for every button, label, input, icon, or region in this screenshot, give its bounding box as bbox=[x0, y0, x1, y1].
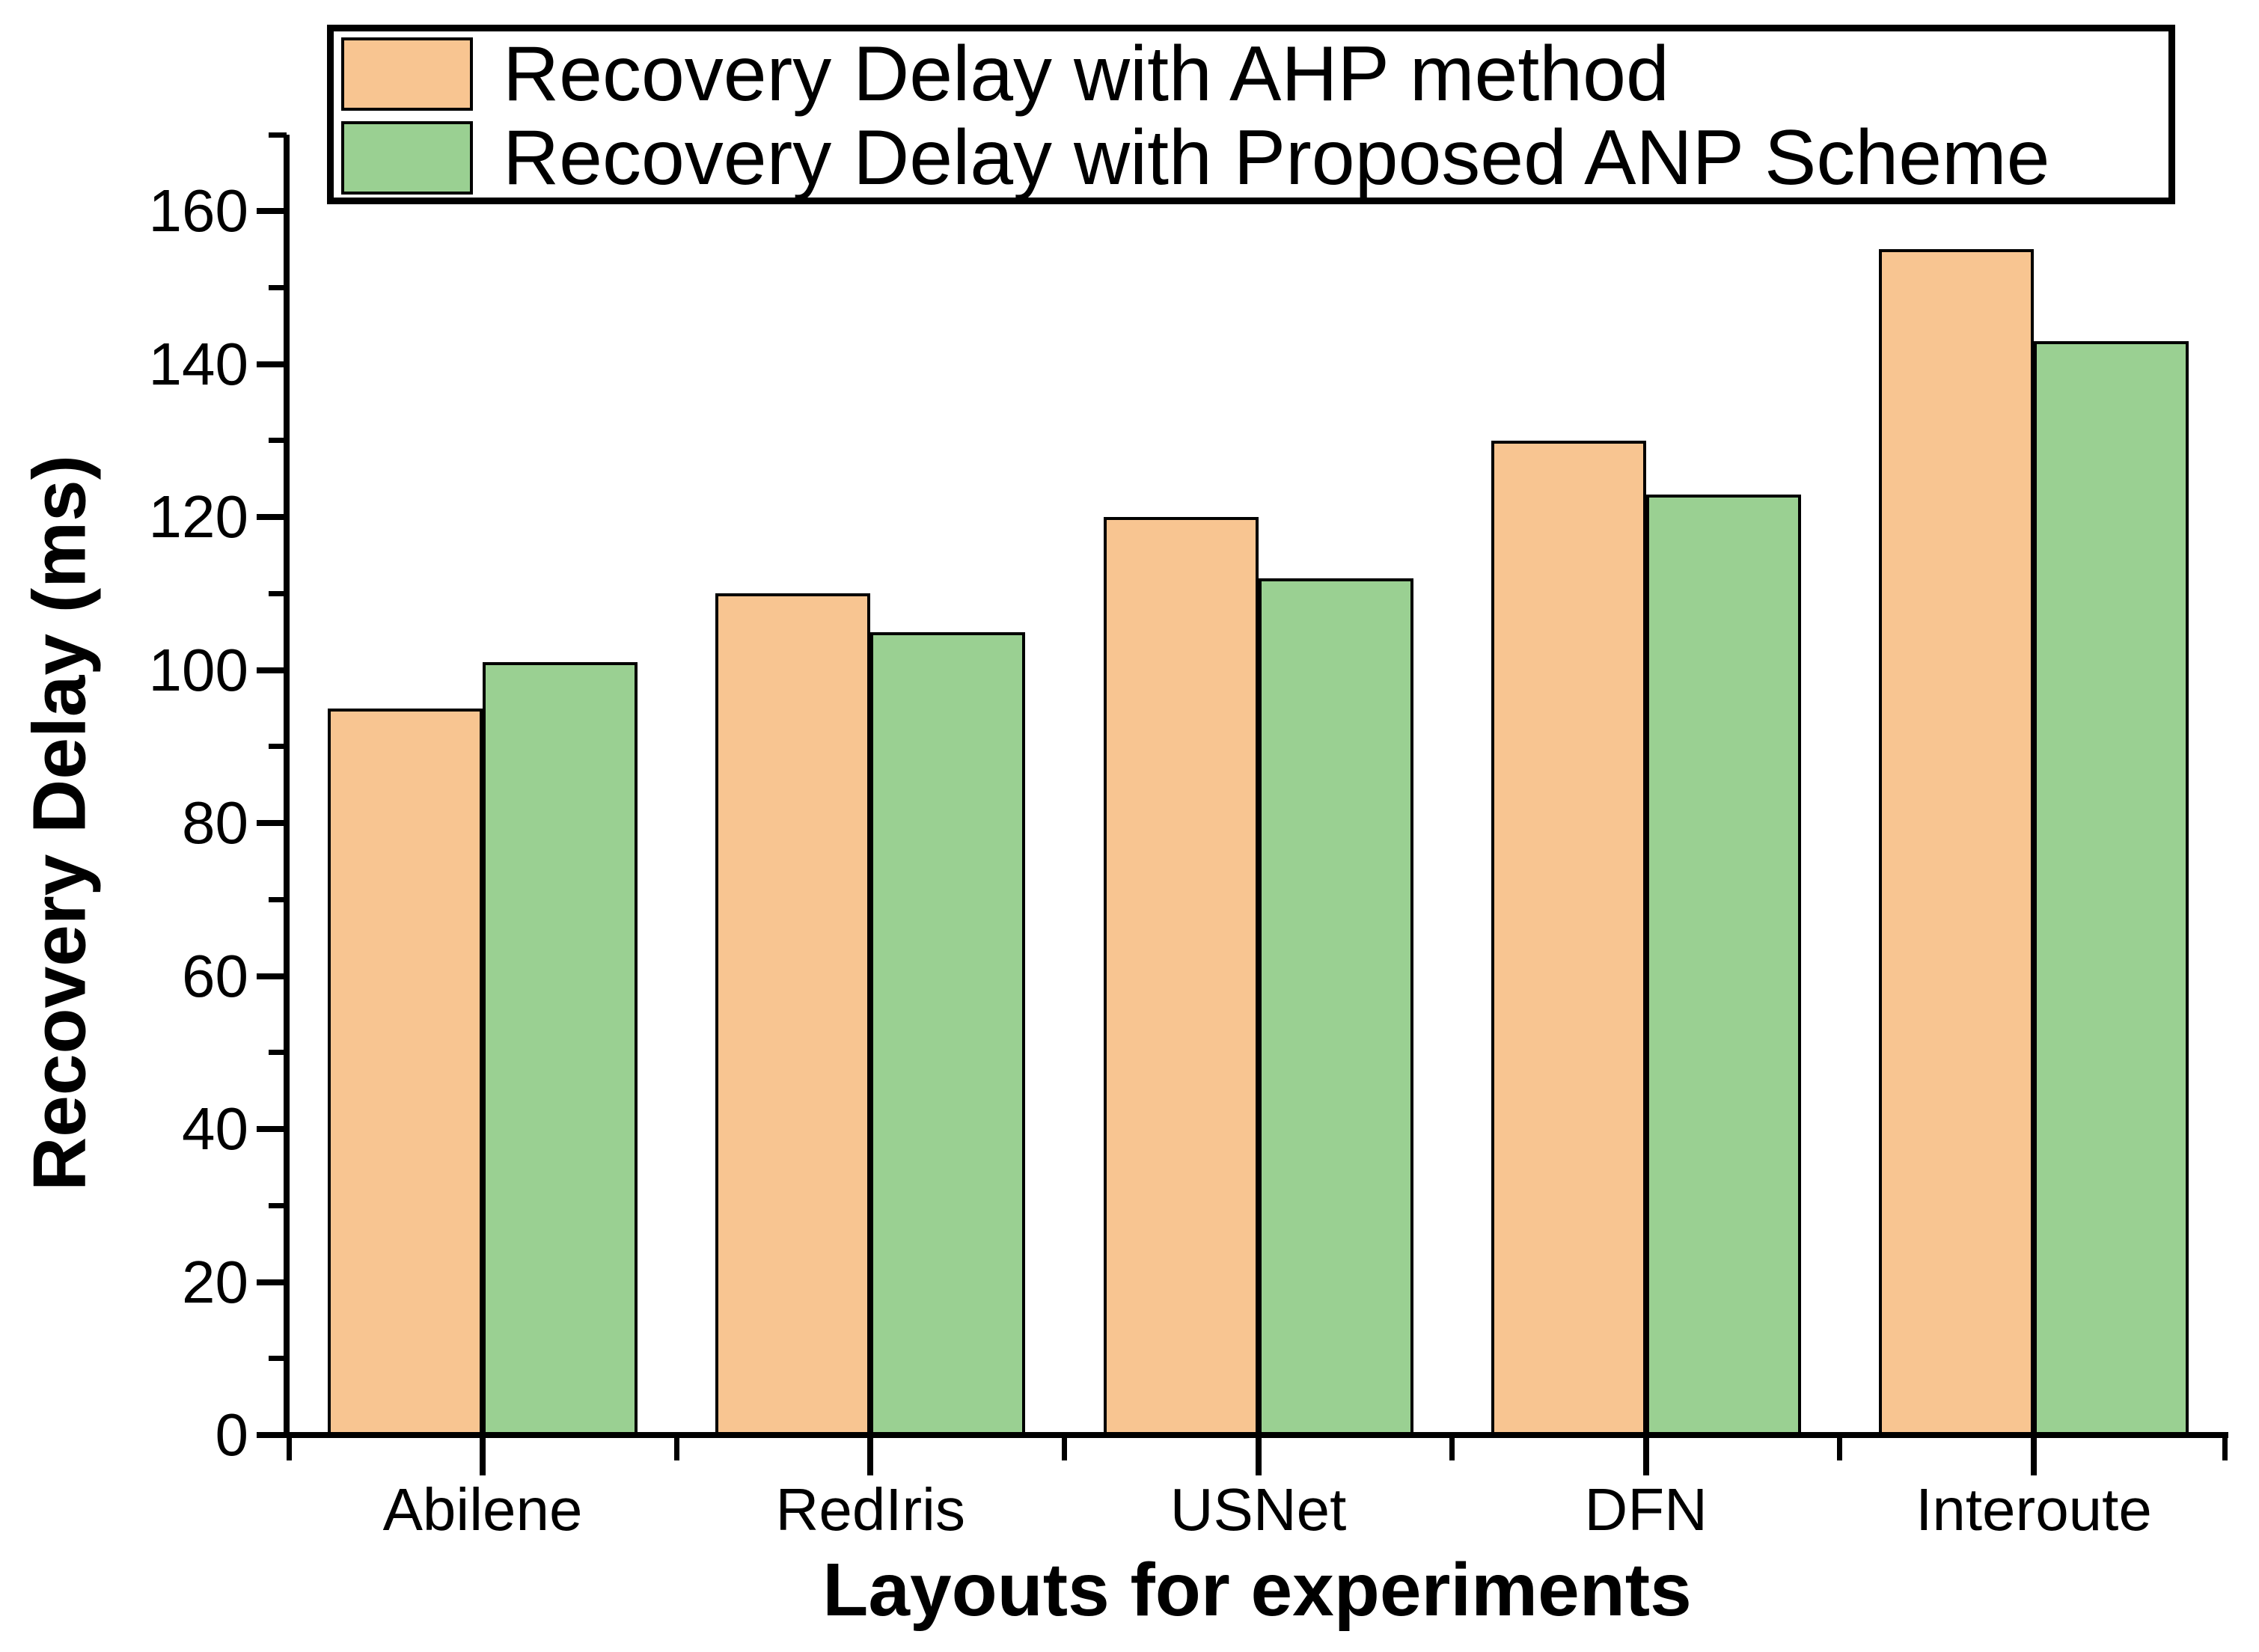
bar-anp-usnet bbox=[1258, 578, 1413, 1438]
x-minor-tick bbox=[1061, 1438, 1067, 1460]
y-tick-label: 60 bbox=[182, 942, 248, 1009]
y-minor-tick bbox=[269, 438, 287, 444]
x-major-tick bbox=[2031, 1438, 2037, 1475]
y-minor-tick bbox=[269, 284, 287, 290]
x-major-tick bbox=[1255, 1438, 1262, 1475]
y-tick-label: 140 bbox=[148, 330, 248, 397]
x-major-tick bbox=[480, 1438, 486, 1475]
x-axis-title: Layouts for experiments bbox=[822, 1548, 1692, 1632]
y-tick-label: 160 bbox=[148, 177, 248, 245]
x-tick-label: Interoute bbox=[1916, 1476, 2152, 1543]
x-tick-label: USNet bbox=[1170, 1476, 1347, 1543]
y-minor-tick bbox=[269, 896, 287, 902]
y-major-tick bbox=[257, 208, 287, 215]
x-major-tick bbox=[867, 1438, 874, 1475]
y-minor-tick bbox=[269, 744, 287, 750]
legend-swatch-anp bbox=[341, 121, 473, 195]
legend-label-anp: Recovery Delay with Proposed ANP Scheme bbox=[503, 114, 2050, 201]
y-tick-label: 100 bbox=[148, 636, 248, 703]
y-minor-tick bbox=[269, 1050, 287, 1056]
x-tick-label: Abilene bbox=[382, 1476, 583, 1543]
x-tick-label: DFN bbox=[1584, 1476, 1708, 1543]
bar-anp-abilene bbox=[483, 662, 638, 1438]
legend-box: Recovery Delay with AHP method Recovery … bbox=[327, 25, 2175, 204]
legend-row-ahp: Recovery Delay with AHP method bbox=[341, 35, 1669, 113]
y-major-tick bbox=[257, 361, 287, 367]
bar-ahp-abilene bbox=[328, 708, 483, 1438]
y-major-tick bbox=[257, 1126, 287, 1133]
bar-anp-rediris bbox=[870, 631, 1026, 1438]
y-major-tick bbox=[257, 973, 287, 979]
y-tick-label: 0 bbox=[215, 1401, 249, 1468]
y-axis-line bbox=[284, 135, 290, 1438]
y-major-tick bbox=[257, 514, 287, 521]
legend-row-anp: Recovery Delay with Proposed ANP Scheme bbox=[341, 119, 2050, 197]
legend-label-ahp: Recovery Delay with AHP method bbox=[503, 31, 1669, 117]
y-major-tick bbox=[257, 1279, 287, 1285]
bar-anp-interoute bbox=[2034, 341, 2189, 1438]
bar-ahp-interoute bbox=[1879, 249, 2034, 1438]
x-major-tick bbox=[1642, 1438, 1649, 1475]
y-minor-tick bbox=[269, 1356, 287, 1362]
y-major-tick bbox=[257, 820, 287, 827]
y-minor-tick bbox=[269, 1202, 287, 1208]
legend-swatch-ahp bbox=[341, 37, 473, 111]
x-minor-tick bbox=[286, 1438, 292, 1460]
x-minor-tick bbox=[1449, 1438, 1455, 1460]
y-tick-label: 80 bbox=[182, 789, 248, 857]
y-minor-tick bbox=[269, 132, 287, 138]
y-tick-label: 40 bbox=[182, 1095, 248, 1163]
bar-ahp-dfn bbox=[1491, 440, 1646, 1438]
bar-ahp-rediris bbox=[715, 593, 871, 1438]
bar-anp-dfn bbox=[1645, 494, 1801, 1438]
x-axis-line bbox=[284, 1432, 2228, 1438]
y-major-tick bbox=[257, 1432, 287, 1438]
x-minor-tick bbox=[2222, 1438, 2228, 1460]
x-minor-tick bbox=[1837, 1438, 1843, 1460]
y-minor-tick bbox=[269, 590, 287, 596]
bar-ahp-usnet bbox=[1103, 517, 1259, 1438]
x-tick-label: RedIris bbox=[775, 1476, 965, 1543]
y-tick-label: 20 bbox=[182, 1248, 248, 1315]
x-minor-tick bbox=[673, 1438, 679, 1460]
y-axis-title: Recovery Delay (ms) bbox=[17, 455, 102, 1191]
y-major-tick bbox=[257, 667, 287, 673]
y-tick-label: 120 bbox=[148, 483, 248, 551]
